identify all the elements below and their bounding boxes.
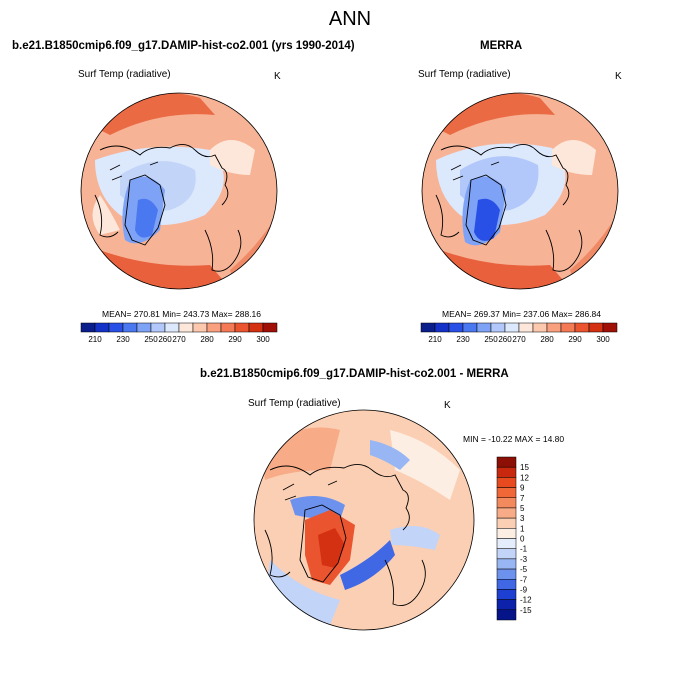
panel-2-variable: Surf Temp (radiative) [418, 69, 511, 80]
colorbar-swatch [150, 322, 166, 333]
colorbar-swatch [192, 322, 208, 333]
colorbar-swatch [496, 507, 517, 519]
colorbar-swatch [178, 322, 194, 333]
colorbar-swatch [496, 487, 517, 498]
colorbar-tick-label: -15 [520, 606, 532, 615]
colorbar-swatch [504, 322, 520, 333]
colorbar-tick-label: 12 [520, 473, 529, 482]
colorbar-swatch [476, 322, 492, 333]
panel-1-stats: MEAN= 270.81 Min= 243.73 Max= 288.16 [102, 309, 262, 319]
colorbar-swatch [496, 579, 517, 590]
panel-3-stats: MIN = -10.22 MAX = 14.80 [463, 434, 565, 444]
colorbar-tick-label: -1 [520, 545, 528, 554]
panel-3-variable: Surf Temp (radiative) [248, 398, 341, 409]
colorbar-swatch [496, 517, 517, 529]
panel-2-units: K [615, 71, 622, 82]
colorbar-tick-label: 300 [256, 335, 270, 344]
colorbar-swatch [136, 322, 152, 333]
panel-1-title: b.e21.B1850cmip6.f09_g17.DAMIP-hist-co2.… [12, 40, 355, 52]
colorbar-swatch [546, 322, 562, 333]
colorbar-swatch [496, 568, 517, 580]
colorbar-tick-label: 230 [116, 335, 130, 344]
colorbar-swatch [496, 599, 517, 611]
colorbar-tick-label: 5 [520, 504, 525, 513]
colorbar-tick-label: -5 [520, 565, 528, 574]
colorbar-swatch [532, 322, 548, 333]
colorbar-swatch [108, 322, 124, 333]
colorbar-swatch [462, 322, 478, 333]
colorbar-tick-label: 290 [568, 335, 582, 344]
colorbar-swatch [588, 322, 604, 333]
colorbar-panel-2: 210 230 250 260 270 280 290 300 [420, 322, 618, 344]
colorbar-swatch [496, 609, 517, 621]
colorbar-tick-label: 270 [512, 335, 526, 344]
colorbar-tick-label: 7 [520, 494, 525, 503]
colorbar-swatch [234, 322, 250, 333]
colorbar-swatch [420, 322, 436, 333]
panel-3-units: K [444, 400, 451, 411]
colorbar-swatch [80, 322, 96, 333]
colorbar-tick-label: 290 [228, 335, 242, 344]
colorbar-swatch [496, 558, 517, 570]
colorbar-swatch [602, 322, 618, 333]
colorbar-swatch [496, 456, 517, 468]
colorbar-swatch [560, 322, 576, 333]
colorbar-swatch [496, 477, 517, 488]
colorbar-swatch [206, 322, 222, 333]
panel-1-units: K [274, 71, 281, 82]
colorbar-tick-label: 280 [540, 335, 554, 344]
colorbar-swatch [496, 528, 517, 539]
colorbar-tick-label: 250 [484, 335, 498, 344]
colorbar-tick-label: -9 [520, 585, 528, 594]
colorbar-tick-label: 9 [520, 484, 525, 493]
colorbar-tick-label: -12 [520, 596, 532, 605]
colorbar-swatch [574, 322, 590, 333]
colorbar-swatch [434, 322, 450, 333]
colorbar-tick-label: 250 [144, 335, 158, 344]
colorbar-tick-label: 210 [88, 335, 102, 344]
colorbar-swatch [248, 322, 264, 333]
panel-1-map [80, 92, 278, 290]
colorbar-swatch [496, 466, 517, 478]
colorbar-swatch [496, 497, 517, 509]
colorbar-tick-label: -7 [520, 575, 528, 584]
colorbar-tick-label: 0 [520, 535, 525, 544]
colorbar-tick-label: 270 [172, 335, 186, 344]
colorbar-swatch [94, 322, 110, 333]
colorbar-tick-label: 15 [520, 463, 529, 472]
colorbar-tick-label: 280 [200, 335, 214, 344]
panel-2-stats: MEAN= 269.37 Min= 237.06 Max= 286.84 [442, 309, 602, 319]
colorbar-tick-label: -3 [520, 555, 528, 564]
colorbar-swatch [518, 322, 534, 333]
colorbar-swatch [496, 589, 517, 600]
colorbar-swatch [448, 322, 464, 333]
colorbar-tick-label: 1 [520, 524, 525, 533]
colorbar-swatch [164, 322, 180, 333]
colorbar-swatch [262, 322, 278, 333]
colorbar-tick-label: 3 [520, 514, 525, 523]
colorbar-tick-label: 210 [428, 335, 442, 344]
colorbar-swatch [496, 548, 517, 560]
colorbar-panel-1: 210 230 250 260 270 280 290 300 [80, 322, 278, 344]
panel-2-title: MERRA [480, 40, 523, 52]
colorbar-tick-label: 230 [456, 335, 470, 344]
panel-3-title: b.e21.B1850cmip6.f09_g17.DAMIP-hist-co2.… [200, 368, 509, 380]
colorbar-tick-label: 300 [596, 335, 610, 344]
colorbar-swatch [220, 322, 236, 333]
panel-2-map [421, 92, 619, 290]
figure-title: ANN [328, 8, 372, 30]
colorbar-swatch [496, 538, 517, 549]
colorbar-swatch [490, 322, 506, 333]
colorbar-swatch [122, 322, 138, 333]
colorbar-tick-label: 260 [498, 335, 512, 344]
panel-1-variable: Surf Temp (radiative) [78, 69, 171, 80]
panel-3-map [253, 409, 475, 631]
colorbar-tick-label: 260 [158, 335, 172, 344]
